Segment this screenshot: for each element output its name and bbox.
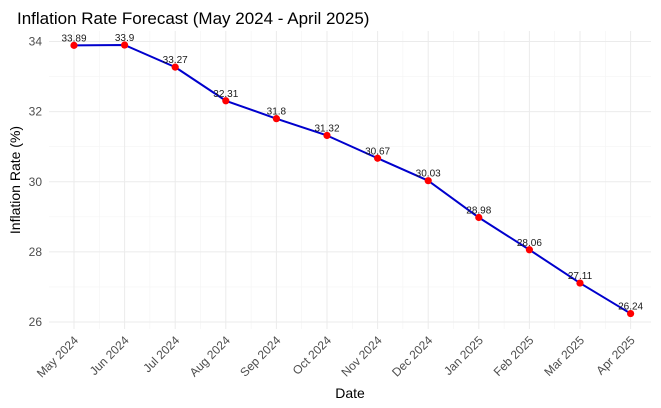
data-label: 30.03 [416,169,441,180]
x-axis-title: Date [335,385,365,401]
gridlines [49,31,651,329]
data-point [272,115,280,123]
y-tick-label: 34 [29,35,43,49]
x-tick-label: Oct 2024 [290,333,335,378]
x-tick-label: Jun 2024 [87,333,132,378]
data-point [222,97,230,105]
y-tick-label: 26 [29,315,43,329]
data-point [627,309,635,318]
data-label: 33.9 [115,33,135,44]
x-tick-label: Sep 2024 [237,333,283,379]
data-point [424,177,432,185]
x-tick-label: Jul 2024 [140,333,182,375]
series-layer [70,41,635,318]
data-label: 31.8 [267,107,287,118]
x-tick-label: Jan 2025 [441,333,486,378]
data-label: 33.89 [61,33,86,44]
data-label: 30.67 [365,146,390,157]
y-axis-ticks: 26 28 30 32 34 [29,35,43,329]
data-point [525,246,534,254]
x-tick-label: May 2024 [34,333,81,380]
x-tick-label: Apr 2025 [593,333,638,378]
x-tick-label: Nov 2024 [338,333,384,379]
data-label: 33.27 [163,55,188,66]
data-label: 27.11 [568,271,593,282]
data-label: 31.32 [314,123,339,134]
data-point [121,41,129,49]
data-point [323,131,331,140]
series-line [73,44,632,315]
data-labels: 33.89 33.9 33.27 32.31 31.8 31.32 30.67 30.03 28… [61,33,643,313]
x-tick-label: Mar 2025 [541,333,587,379]
chart-title: Inflation Rate Forecast (May 2024 - Apri… [17,9,369,28]
x-tick-label: Aug 2024 [187,333,233,379]
x-axis-ticks: May 2024 Jun 2024 Jul 2024 Aug 2024 Sep 2024… [34,333,638,380]
data-label: 32.31 [213,89,238,100]
y-tick-label: 30 [29,175,43,189]
x-tick-label: Feb 2025 [491,333,537,379]
data-point [374,154,382,162]
data-label: 28.06 [517,238,542,249]
data-point [475,213,483,222]
data-label: 26.24 [618,302,643,313]
data-point [171,63,179,71]
data-point [576,279,584,287]
y-tick-label: 32 [29,105,43,119]
y-axis-title: Inflation Rate (%) [7,126,23,234]
x-tick-label: Dec 2024 [389,333,435,379]
data-point [70,41,78,49]
data-label: 28.98 [466,206,491,217]
y-tick-label: 28 [29,245,43,259]
